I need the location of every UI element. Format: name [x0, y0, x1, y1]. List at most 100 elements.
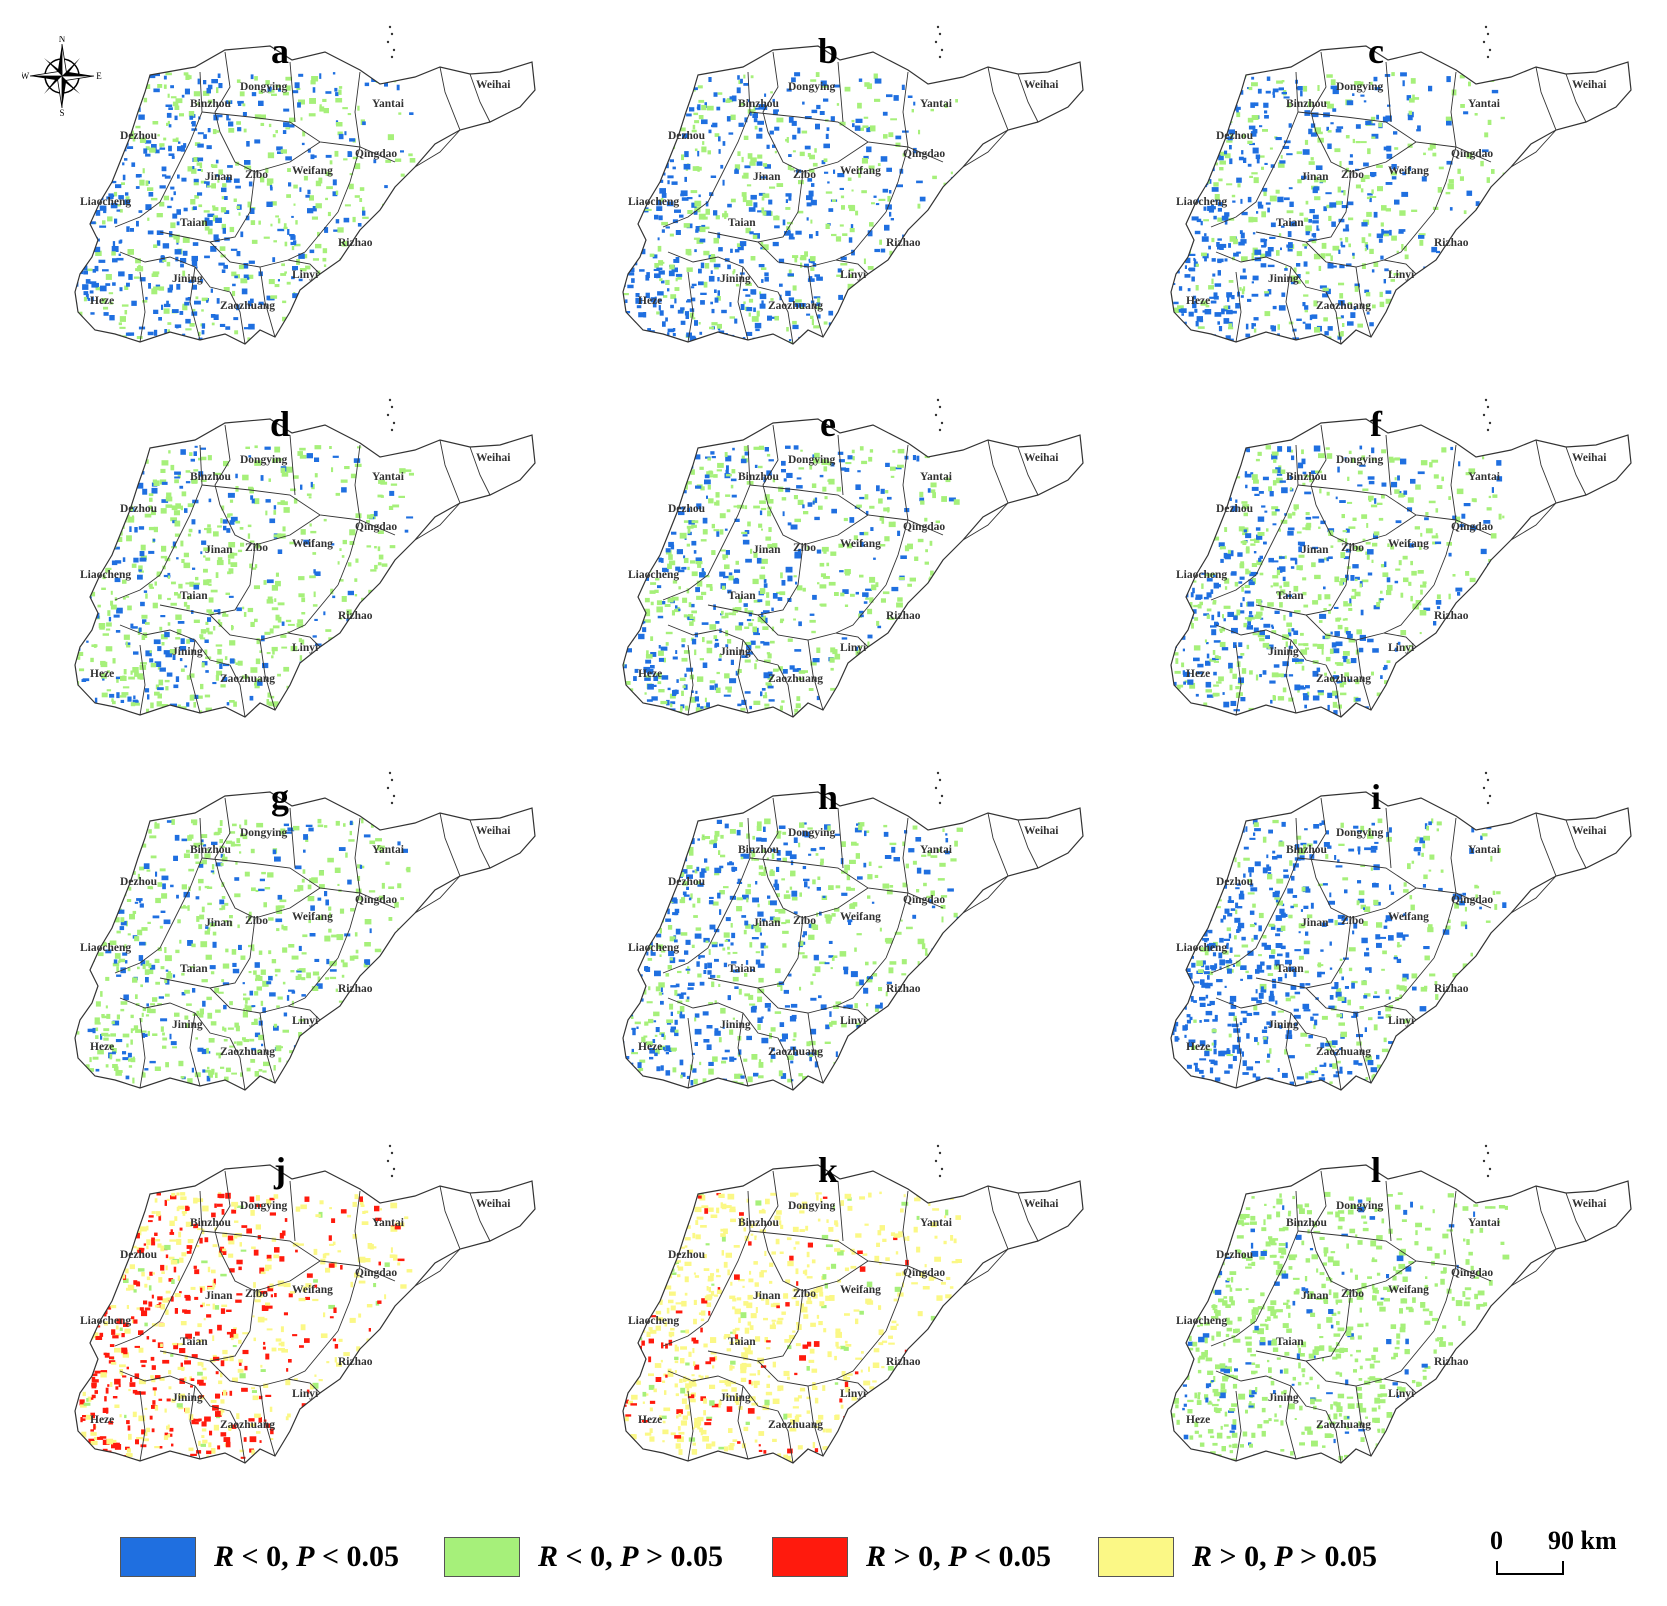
- map-cell: [646, 521, 654, 526]
- map-cell: [870, 715, 878, 717]
- map-cell: [1187, 81, 1191, 85]
- map-cell: [798, 677, 803, 680]
- map-cell: [866, 126, 871, 133]
- map-cell: [887, 617, 895, 620]
- map-cell: [1224, 116, 1231, 120]
- map-cell: [1437, 683, 1443, 687]
- map-cell: [810, 315, 814, 319]
- map-cell: [725, 686, 732, 690]
- map-cell: [678, 586, 681, 590]
- map-cell: [767, 499, 774, 504]
- map-cell: [228, 100, 231, 104]
- map-cell: [832, 199, 836, 202]
- map-cell: [336, 678, 343, 684]
- map-cell: [1484, 227, 1489, 231]
- map-cell: [145, 622, 150, 625]
- map-cell: [1446, 76, 1451, 83]
- map-cell: [175, 137, 179, 143]
- map-cell: [701, 622, 709, 625]
- map-cell: [1194, 646, 1199, 651]
- map-cell: [666, 699, 670, 706]
- map-cell: [77, 637, 84, 642]
- map-cell: [675, 566, 681, 571]
- map-cell: [623, 527, 626, 533]
- map-cell: [761, 300, 764, 305]
- map-cell: [737, 151, 741, 156]
- map-cell: [186, 639, 190, 644]
- province-outline: [622, 45, 1084, 345]
- map-cell: [1244, 617, 1249, 620]
- map-cell: [1327, 326, 1333, 331]
- island-dot: [386, 413, 390, 417]
- map-cell: [1254, 102, 1259, 107]
- map-cell: [760, 641, 765, 644]
- map-cell: [253, 585, 260, 590]
- map-cell: [258, 343, 263, 344]
- map-cell: [704, 479, 711, 485]
- map-cell: [725, 455, 732, 462]
- map-cell: [113, 724, 119, 730]
- map-cell: [725, 494, 731, 497]
- map-cell: [890, 466, 896, 471]
- map-cell: [757, 210, 764, 213]
- map-cell: [1226, 309, 1233, 315]
- map-cell: [272, 625, 280, 629]
- map-cell: [1171, 608, 1173, 611]
- map-cell: [167, 93, 170, 98]
- map-cell: [128, 348, 131, 353]
- map-cell: [335, 492, 340, 496]
- map-cell: [1401, 307, 1409, 311]
- map-cell: [387, 202, 394, 207]
- map-cell: [681, 154, 684, 161]
- map-cell: [1394, 580, 1399, 584]
- map-cell: [658, 657, 664, 662]
- map-cell: [180, 638, 185, 644]
- map-cell: [234, 330, 239, 335]
- map-cell: [267, 152, 275, 159]
- map-cell: [647, 683, 654, 690]
- map-cell: [863, 333, 869, 337]
- map-cell: [133, 695, 136, 700]
- map-cell: [1376, 164, 1383, 168]
- map-cell: [674, 689, 678, 695]
- city-label-binzhou: Binzhou: [190, 98, 232, 110]
- map-cell: [1223, 75, 1230, 80]
- map-cell: [1337, 186, 1341, 193]
- map-cell: [1505, 658, 1513, 662]
- map-cell: [114, 204, 121, 207]
- map-cell: [859, 496, 865, 500]
- map-cell: [101, 587, 106, 590]
- map-cell: [260, 122, 265, 126]
- map-cell: [758, 192, 766, 196]
- map-cell: [88, 118, 92, 124]
- map-cell: [381, 313, 389, 317]
- map-cell: [701, 224, 706, 229]
- map-cell: [744, 659, 751, 663]
- map-cell: [886, 94, 893, 98]
- map-cell: [1182, 89, 1189, 92]
- map-cell: [108, 292, 114, 295]
- map-cell: [221, 223, 226, 230]
- map-cell: [295, 220, 298, 225]
- map-cell: [1288, 674, 1294, 677]
- map-cell: [623, 235, 626, 240]
- map-cell: [77, 656, 81, 660]
- map-cell: [657, 585, 662, 589]
- map-cell: [1167, 264, 1170, 267]
- map-cell: [1364, 289, 1370, 293]
- map-cell: [1263, 190, 1267, 197]
- map-cell: [1340, 552, 1346, 558]
- map-cell: [1275, 467, 1281, 474]
- map-cell: [814, 497, 818, 503]
- map-cell: [742, 539, 750, 545]
- map-cell: [685, 313, 689, 319]
- map-cell: [1241, 586, 1244, 592]
- map-cell: [125, 110, 130, 114]
- map-cell: [836, 103, 840, 106]
- city-boundary: [229, 664, 246, 718]
- map-cell: [672, 656, 678, 660]
- city-label-jining: Jining: [1268, 273, 1299, 285]
- city-label-taian: Taian: [180, 217, 208, 229]
- map-cell: [863, 531, 869, 536]
- map-cell: [819, 111, 825, 115]
